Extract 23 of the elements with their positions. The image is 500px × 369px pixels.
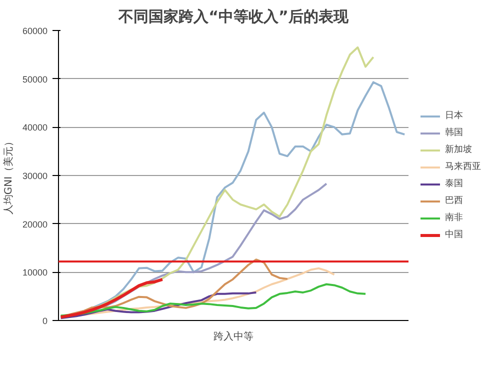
y-axis-title: 人均GNI（美元） bbox=[2, 136, 14, 215]
legend-label: 日本 bbox=[445, 110, 464, 122]
legend-label: 南非 bbox=[445, 212, 464, 224]
legend-label: 新加坡 bbox=[445, 144, 472, 156]
line-series bbox=[60, 283, 367, 317]
y-tick-label: 0 bbox=[42, 316, 48, 326]
y-tick-label: 60000 bbox=[22, 26, 48, 36]
line-series bbox=[60, 267, 336, 319]
y-tick-label: 50000 bbox=[22, 74, 48, 84]
line-series bbox=[59, 278, 164, 319]
legend-label: 韩国 bbox=[445, 126, 464, 139]
legend-label: 中国 bbox=[445, 228, 464, 241]
y-tick-label: 10000 bbox=[22, 268, 48, 278]
y-tick-label: 40000 bbox=[22, 122, 48, 133]
chart-title: 不同国家跨入“中等收入”后的表现 bbox=[118, 8, 350, 26]
y-tick-label: 20000 bbox=[22, 219, 48, 230]
line-series bbox=[60, 258, 288, 318]
legend-label: 巴西 bbox=[445, 195, 464, 207]
legend-label: 泰国 bbox=[445, 178, 464, 190]
line-series bbox=[60, 291, 258, 320]
y-tick-label: 30000 bbox=[22, 171, 48, 181]
legend-label: 马来西亚 bbox=[445, 160, 481, 173]
x-axis-title: 跨入中等 bbox=[214, 330, 254, 342]
